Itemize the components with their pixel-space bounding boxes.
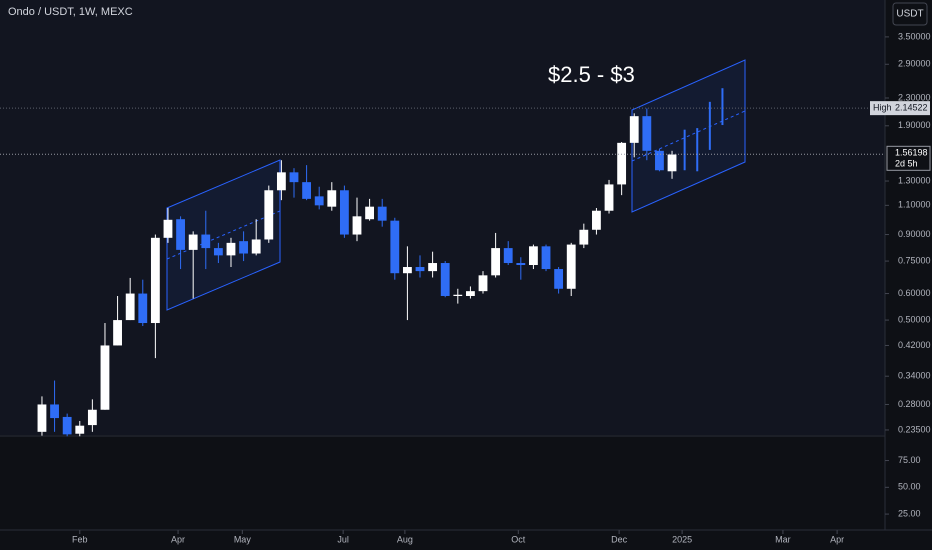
candle-body: [642, 116, 652, 151]
candle-body: [289, 172, 299, 183]
chart-title: Ondo / USDT, 1W, MEXC: [8, 6, 133, 18]
x-tick-label: May: [234, 534, 252, 544]
y-tick-label: 3.50000: [898, 31, 931, 41]
currency-button-label[interactable]: USDT: [896, 9, 923, 20]
candle-body: [390, 220, 400, 274]
annotation: $2.5 - $3: [548, 62, 635, 87]
channel-midline: [166, 210, 281, 260]
x-tick-label: Apr: [171, 534, 185, 544]
y-tick-label: 2.90000: [898, 59, 931, 69]
candle-body: [226, 242, 236, 256]
candle-body: [604, 184, 614, 211]
candle-body: [415, 267, 425, 272]
candle-body: [327, 190, 337, 207]
last-price-value: 1.56198: [895, 148, 928, 158]
candle-body: [402, 267, 412, 274]
candle-body: [213, 248, 223, 256]
y-tick-label: 0.50000: [898, 314, 931, 324]
candle-body: [100, 345, 110, 410]
candle-body: [37, 404, 47, 432]
currency-button[interactable]: [892, 2, 928, 26]
candle-body: [201, 234, 211, 249]
high-value-box: [892, 101, 930, 116]
candle-body: [667, 154, 677, 172]
y-tick-label: 1.90000: [898, 120, 931, 130]
y-tick-label: 1.10000: [898, 200, 931, 210]
x-tick-label: Mar: [775, 534, 791, 544]
channel-midline: [631, 110, 746, 162]
candle-body: [314, 196, 324, 206]
candle-body: [554, 269, 564, 289]
candle-body: [264, 190, 274, 240]
candle-body: [617, 142, 627, 185]
candle-body: [113, 320, 122, 346]
candle-body: [302, 182, 312, 199]
last-price-countdown: 2d 5h: [895, 159, 918, 169]
candle-body: [655, 150, 664, 171]
y-tick-label: 0.34000: [898, 371, 931, 381]
y-tick-label: 0.28000: [898, 399, 931, 409]
candle-body: [529, 246, 538, 266]
x-tick-label: 2025: [672, 534, 692, 544]
y-tick-label: 2.30000: [898, 92, 931, 102]
y-tick-label: 25.00: [898, 508, 921, 518]
candle-body: [377, 206, 387, 221]
candle-body: [276, 172, 286, 191]
candle-body: [579, 229, 589, 245]
candle-body: [150, 237, 160, 324]
x-tick-label: Feb: [72, 534, 88, 544]
y-tick-label: 0.23500: [898, 424, 931, 434]
last-price-box: [886, 145, 931, 171]
candle-body: [75, 425, 85, 434]
y-tick-label: 1.30000: [898, 175, 931, 185]
candle-body: [440, 263, 450, 296]
candle-body: [50, 404, 59, 419]
x-tick-label: Dec: [611, 534, 628, 544]
y-tick-label: 0.60000: [898, 288, 931, 298]
x-tick-label: Aug: [397, 534, 413, 544]
candle-body: [566, 244, 576, 289]
candle-body: [239, 241, 248, 254]
candle-body: [188, 234, 198, 250]
candle-body: [339, 190, 349, 235]
candle-body: [541, 246, 551, 270]
y-tick-label: 0.42000: [898, 340, 931, 350]
x-tick-label: Jul: [337, 534, 349, 544]
candle-body: [352, 216, 362, 235]
candle-body: [163, 219, 173, 238]
candle-body: [466, 291, 475, 296]
candle-body: [176, 219, 185, 250]
candle-body: [428, 263, 438, 272]
price-pane: [0, 0, 885, 435]
y-tick-label: 0.75000: [898, 255, 931, 265]
high-label-box: [870, 101, 892, 116]
candle-body: [62, 416, 72, 435]
high-value: 2.14522: [895, 103, 928, 113]
candle-body: [503, 248, 513, 264]
candle-body: [491, 248, 501, 276]
candle-body: [629, 116, 639, 143]
candle-body: [453, 294, 463, 296]
candle-body: [592, 210, 601, 230]
candle-body: [516, 263, 526, 266]
y-tick-label: 50.00: [898, 482, 921, 492]
x-tick-label: Oct: [511, 534, 526, 544]
candle-body: [251, 239, 261, 254]
x-tick-label: Apr: [830, 534, 844, 544]
y-tick-label: 75.00: [898, 455, 921, 465]
candle-body: [365, 206, 375, 220]
candle-body: [478, 275, 488, 292]
candle-body: [138, 293, 148, 324]
y-tick-label: 0.90000: [898, 229, 931, 239]
high-label: High: [873, 103, 892, 113]
candle-body: [87, 409, 97, 426]
candle-body: [125, 293, 135, 321]
